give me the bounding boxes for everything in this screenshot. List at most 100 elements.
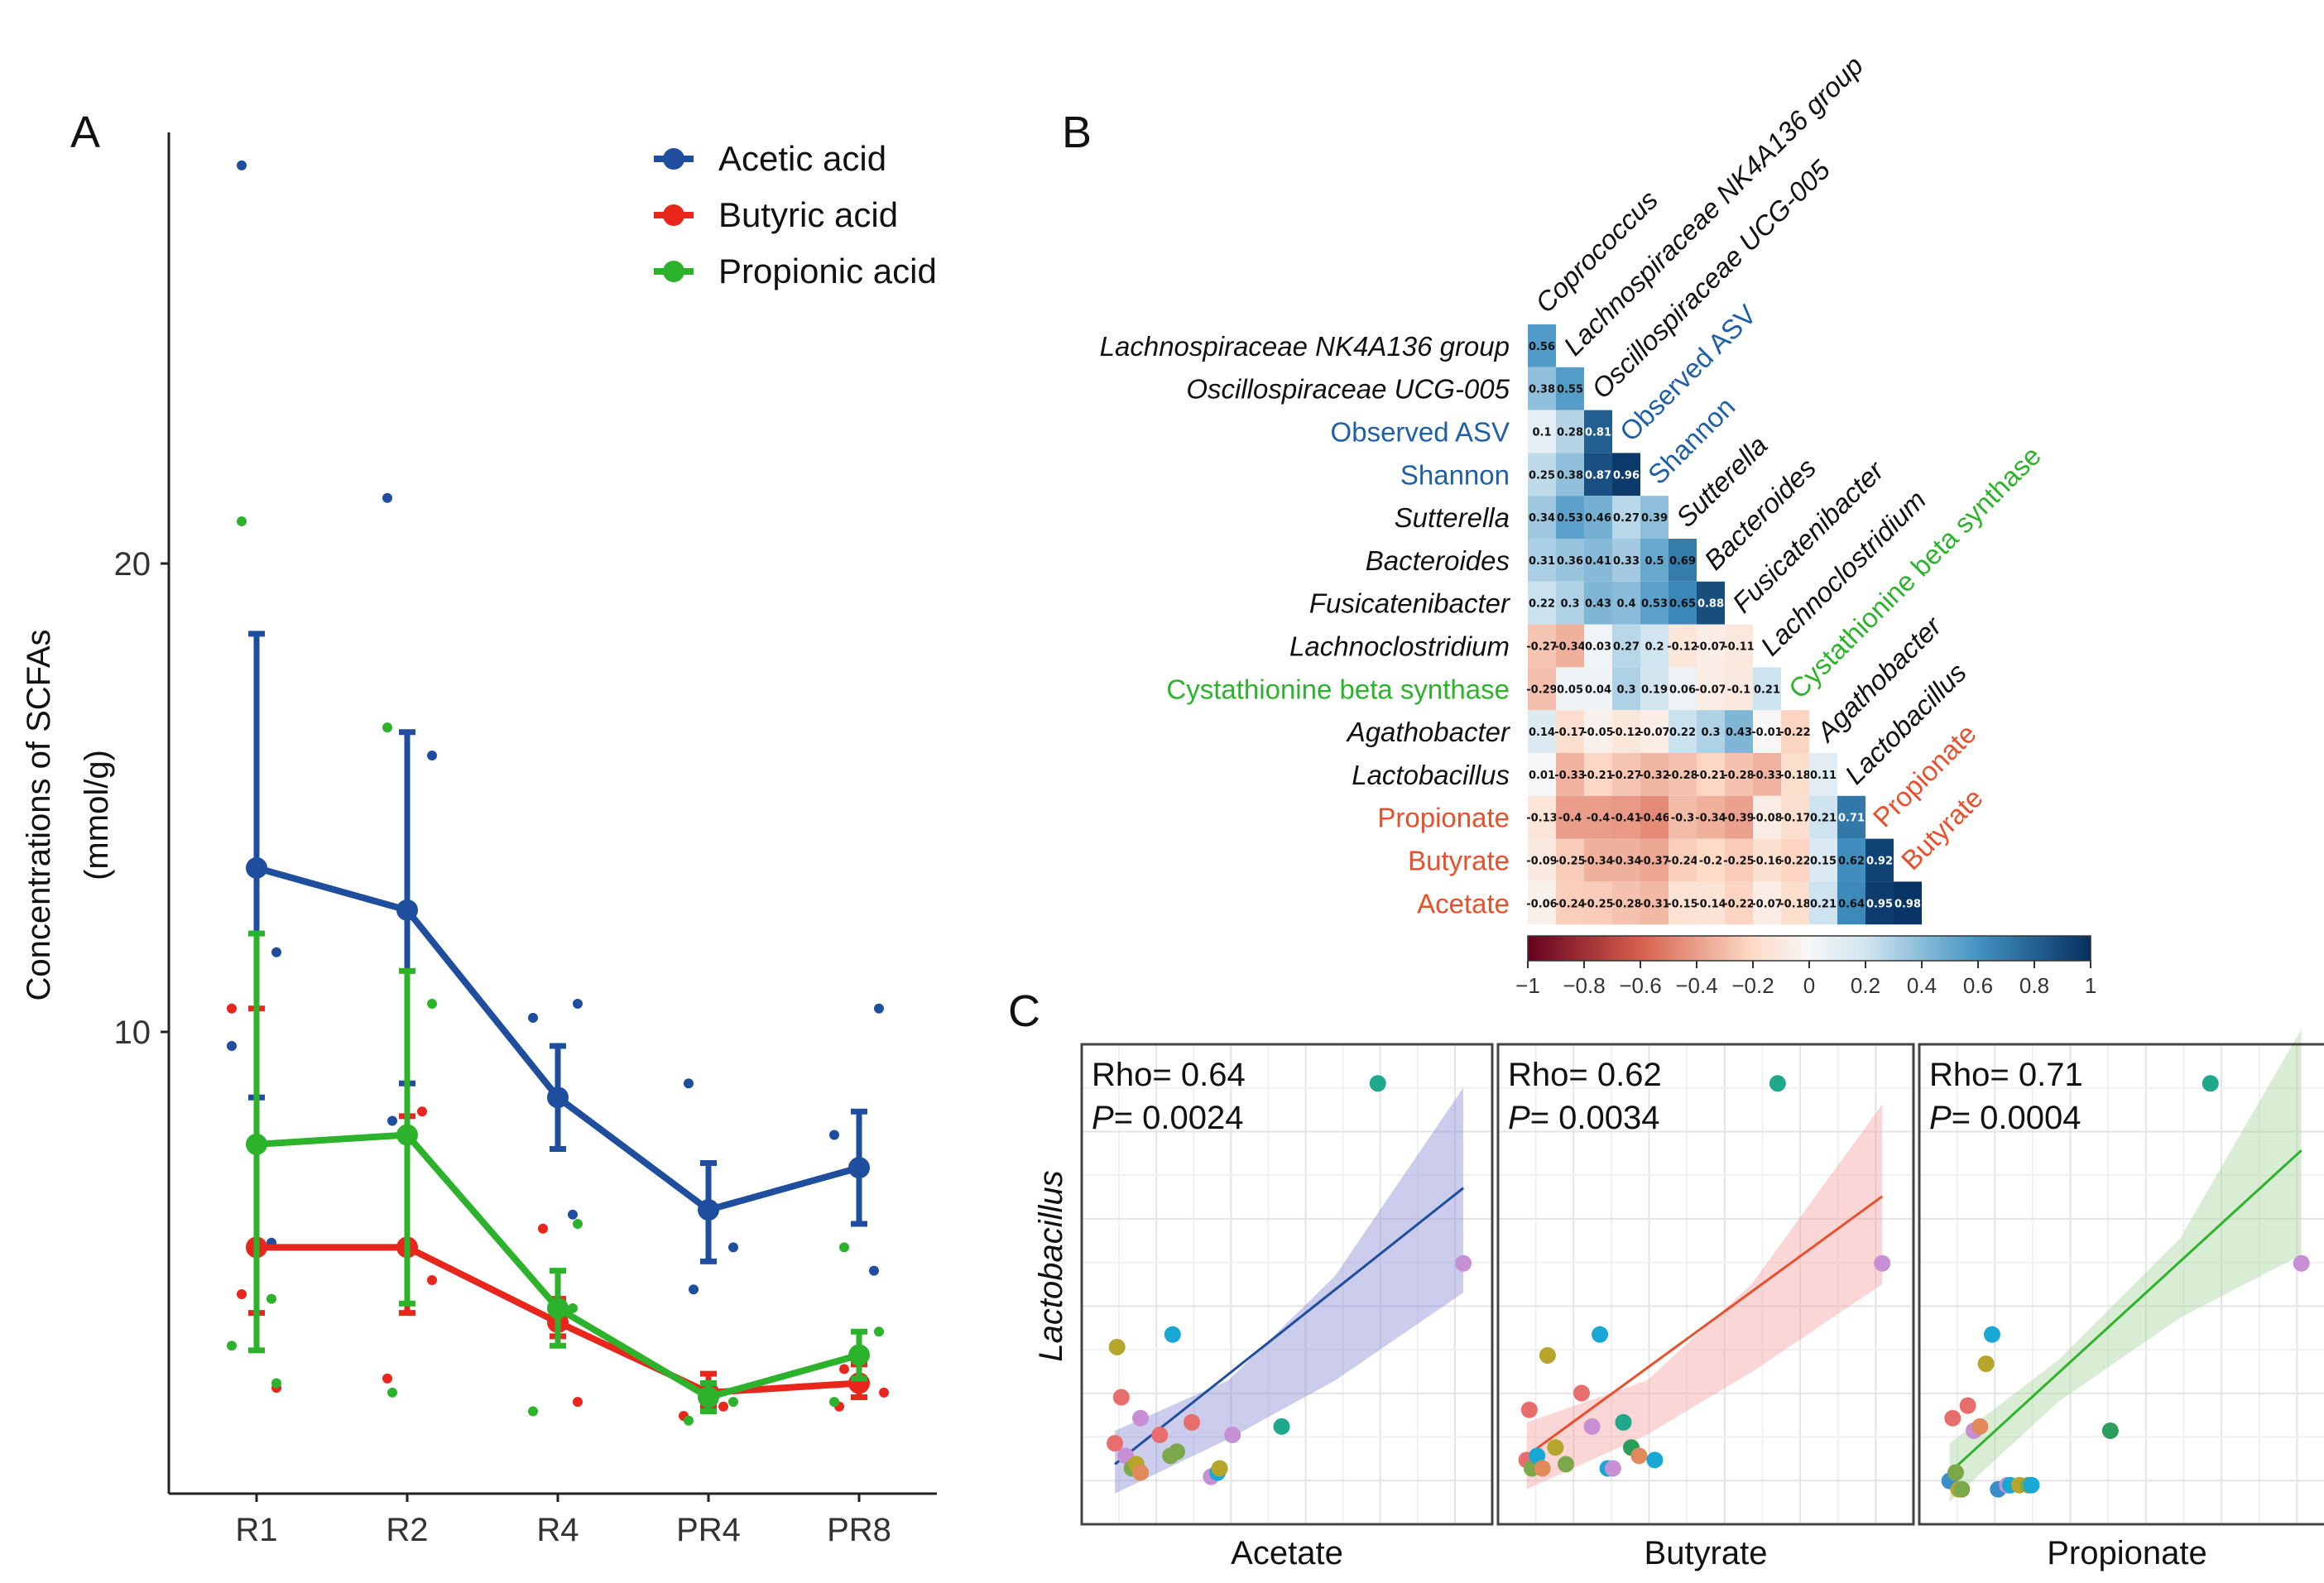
mean-point-propionic-acid [848,1344,870,1366]
heatmap-cell-fill [1725,795,1753,839]
heatmap-cell-value: 0.04 [1585,684,1611,696]
heatmap-cell-fill [1612,881,1640,925]
panel-a-line-chart: A Concentrations of SCFAs (mmol/g) 1020 … [21,108,937,1548]
heatmap-cell-fill [1556,367,1584,410]
scatter-point [1534,1460,1551,1477]
raw-point-butyric-acid [427,1274,437,1285]
heatmap-cell: -0.17 [1779,795,1811,839]
heatmap-cell-value: -0.07 [1639,727,1669,739]
heatmap-cell-fill [1528,581,1556,625]
heatmap-cell: -0.41 [1611,795,1642,839]
heatmap-cell-fill [1528,795,1556,839]
heatmap-row-label-bacteroides: Bacteroides [1366,545,1510,576]
heatmap-cell: -0.34 [1554,624,1586,668]
p-value-number: = 0.0034 [1530,1100,1660,1136]
scatter-point [1944,1409,1961,1427]
heatmap-cell-value: 0.96 [1613,469,1640,482]
heatmap-cell: -0.4 [1556,795,1584,839]
heatmap-cell-value: 0.41 [1585,555,1611,568]
heatmap-cell: -0.18 [1779,753,1811,796]
scatter-point [2023,1476,2040,1494]
heatmap-cell-value: -0.25 [1554,856,1585,868]
raw-point-propionic-acid [874,1326,884,1337]
heatmap-cell: 0.3 [1612,667,1640,711]
rho-annotation: Rho= 0.62 [1508,1057,1662,1093]
scatter-plot-background [1919,1044,2324,1524]
heatmap-cell: -0.25 [1554,838,1586,882]
heatmap-cell-fill [1725,838,1753,882]
heatmap-cell-value: 0.39 [1641,512,1668,525]
heatmap-cell: -0.15 [1667,881,1698,925]
heatmap-cell-fill [1584,581,1612,625]
p-value-symbol: P [1929,1100,1952,1136]
heatmap-cell-fill [1640,795,1669,839]
scatter-point [1168,1443,1185,1461]
heatmap-cell-value: -0.22 [1723,898,1754,910]
heatmap-cell-fill [1640,624,1669,668]
heatmap-cell-value: 0.4 [1616,598,1635,611]
heatmap-cell: 0.71 [1837,795,1865,839]
legend-label-acetic-acid: Acetic acid [718,139,886,178]
panel-a-legend: Acetic acid Butyric acid Propionic acid [654,139,937,290]
heatmap-cell-fill [1612,753,1640,796]
panel-a-y-axis-unit: (mmol/g) [79,750,115,880]
raw-point-propionic-acid [271,1378,281,1389]
raw-point-butyric-acid [237,1288,247,1299]
scatter-point [1977,1355,1995,1373]
heatmap-cell: -0.24 [1667,838,1698,882]
p-value-number: = 0.0004 [1952,1100,2082,1136]
raw-point-acetic-acid [684,1078,694,1089]
heatmap-cell-fill [1612,581,1640,625]
heatmap-row-label-lachnoclostridium: Lachnoclostridium [1289,631,1510,662]
heatmap-cell: -0.06 [1526,881,1558,925]
heatmap-row-label-butyrate: Butyrate [1408,846,1510,876]
colorbar-tick-label: 0.2 [1851,973,1880,998]
heatmap-cell: -0.22 [1723,881,1755,925]
heatmap-cell-value: 0.56 [1529,341,1555,353]
heatmap-cell-value: -0.24 [1667,856,1697,868]
heatmap-cell-value: 0.21 [1810,898,1837,910]
heatmap-cell-value: 0.98 [1894,898,1921,910]
heatmap-cell: 0.06 [1669,667,1697,711]
heatmap-cell-fill [1584,710,1612,753]
panel-letter-c: C [1008,986,1040,1036]
heatmap-cell-fill [1640,838,1669,882]
heatmap-cell-value: 0.31 [1529,555,1555,568]
heatmap-cell: -0.46 [1639,795,1670,839]
scatter-plot-background [1498,1044,1913,1524]
x-tick-label-r2: R2 [386,1512,428,1548]
heatmap-cell-fill [1528,539,1556,582]
heatmap-cell: -0.08 [1751,795,1783,839]
heatmap-cell-value: 0.21 [1810,813,1837,825]
raw-point-butyric-acid [227,1003,237,1014]
series-propionic-acid [246,930,870,1414]
heatmap-cell: -0.07 [1751,881,1783,925]
heatmap-cell-value: -0.29 [1526,684,1557,696]
heatmap-cell-value: 0.92 [1866,856,1893,868]
scatter-point [1273,1418,1290,1435]
heatmap-cell: -0.32 [1639,753,1670,796]
heatmap-cell-value: -0.3 [1671,813,1694,825]
heatmap-cell-value: 0.15 [1810,856,1837,868]
heatmap-cell-value: -0.27 [1526,641,1557,654]
scatter-point [1224,1427,1241,1444]
confidence-band [1949,1029,2302,1502]
heatmap-cell-value: -0.22 [1779,727,1810,739]
heatmap-cell: 0.56 [1528,324,1556,367]
scatter-x-axis-label-acetate: Acetate [1231,1535,1343,1571]
heatmap-cell-fill [1584,624,1612,668]
raw-point-butyric-acid [839,1364,849,1374]
raw-point-butyric-acid [538,1223,548,1234]
heatmap-cell-value: -0.14 [1695,898,1726,910]
raw-point-propionic-acid [227,1341,237,1351]
heatmap-cell-fill [1640,581,1669,625]
colorbar-tick-label: −0.8 [1563,973,1605,998]
heatmap-cell-fill [1584,667,1612,711]
heatmap-cell-fill [1528,367,1556,410]
heatmap-cell: 0.41 [1584,539,1612,582]
heatmap-cell-value: 0.43 [1585,598,1611,611]
heatmap-cell-value: -0.1 [1727,684,1750,696]
heatmap-cell-fill [1669,753,1697,796]
heatmap-cell-value: 0.33 [1613,555,1640,568]
mean-point-propionic-acid [246,1133,267,1155]
